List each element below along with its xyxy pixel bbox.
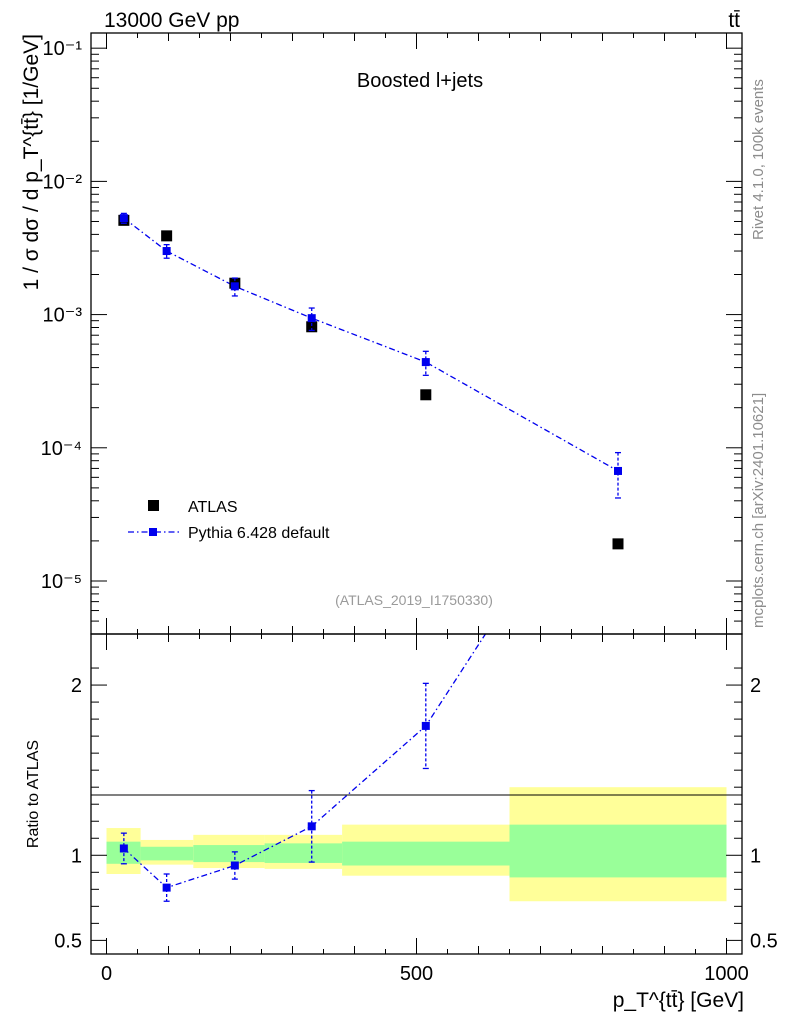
inner-band-bin	[264, 843, 343, 863]
ratio-data-point	[307, 822, 316, 831]
x-tick-label: 500	[400, 963, 433, 985]
y-tick-label: 10⁻⁴	[41, 438, 82, 460]
chart-title: Boosted l+jets	[357, 70, 483, 92]
pythia-data-point	[614, 466, 622, 475]
ratio-uncertainty-bands	[106, 787, 727, 902]
legend-atlas-label: ATLAS	[188, 499, 238, 516]
ratio-y-axis-label: Ratio to ATLAS	[25, 740, 42, 848]
ratio-data-point	[230, 861, 239, 870]
ratio-plot-series	[119, 426, 622, 902]
y-tick-label: 10⁻¹	[43, 38, 83, 60]
x-axis-label: p_T^{tt̄} [GeV]	[613, 989, 744, 1012]
pythia-data-point	[307, 314, 316, 323]
ratio-y-tick-label-right: 0.5	[750, 930, 778, 952]
header-right: tt̄	[728, 9, 740, 32]
atlas-data-point	[306, 321, 318, 333]
mcplots-label: mcplots.cern.ch [arXiv:2401.10621]	[750, 393, 767, 628]
legend-atlas-marker	[148, 500, 159, 511]
pythia-data-point	[162, 247, 171, 256]
ratio-y-tick-label-left: 1	[71, 845, 82, 867]
atlas-data-point	[612, 538, 624, 550]
ratio-data-point	[614, 426, 622, 434]
legend-pythia-label: Pythia 6.428 default	[188, 525, 330, 542]
ratio-data-point	[119, 844, 128, 853]
main-plot-series	[118, 212, 624, 550]
pythia-line	[123, 217, 619, 472]
header-left: 13000 GeV pp	[104, 9, 239, 32]
inner-band-bin	[342, 841, 510, 866]
inner-band-bin	[106, 841, 141, 864]
pythia-data-point	[230, 282, 239, 291]
inner-band-bin	[193, 845, 265, 863]
legend: ATLAS Pythia 6.428 default	[128, 499, 330, 542]
rivet-label: Rivet 4.1.0, 100k events	[750, 79, 767, 240]
ratio-y-tick-label-left: 2	[71, 675, 82, 697]
ratio-y-tick-label-right: 2	[750, 675, 761, 697]
legend-pythia-marker	[149, 528, 157, 536]
pythia-data-point	[119, 214, 128, 223]
axis-ticks	[91, 33, 742, 954]
x-tick-label: 0	[101, 963, 112, 985]
y-tick-label: 10⁻²	[43, 171, 83, 193]
y-tick-label: 10⁻⁵	[41, 571, 82, 593]
ratio-y-tick-label-left: 0.5	[54, 930, 82, 952]
analysis-id: (ATLAS_2019_I1750330)	[335, 592, 493, 608]
pythia-data-point	[421, 358, 430, 367]
x-tick-label: 1000	[704, 963, 749, 985]
y-tick-label: 10⁻³	[43, 305, 83, 327]
main-y-axis-label: 1 / σ dσ / d p_T^{tt̄} [1/GeV]	[20, 34, 43, 290]
inner-band-bin	[509, 824, 727, 878]
ratio-y-tick-label-right: 1	[750, 845, 761, 867]
axis-tick-labels: 0 500 1000 10⁻⁵ 10⁻⁴ 10⁻³ 10⁻² 10⁻¹ 0.5 0.5 1 1 2 2	[41, 38, 778, 985]
ratio-data-point	[421, 721, 430, 730]
main-plot-frame	[90, 32, 743, 635]
atlas-data-point	[161, 230, 173, 242]
inner-band-bin	[140, 846, 194, 861]
ratio-data-point	[162, 883, 171, 892]
atlas-data-point	[420, 389, 432, 401]
